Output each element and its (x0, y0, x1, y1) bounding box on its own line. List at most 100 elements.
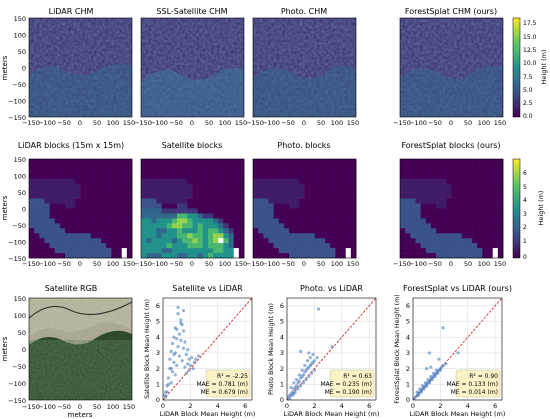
heat-cell (319, 228, 326, 234)
heat-cell (161, 228, 168, 234)
panel-title: Satellite blocks (162, 141, 223, 150)
heat-cell (213, 238, 219, 244)
heat-cell (151, 173, 157, 180)
heat-cell (95, 198, 102, 204)
heat-cell (207, 198, 214, 204)
chm-panel-ssl-satellite: SSL-Satellite CHM (140, 7, 245, 118)
heat-cell (350, 193, 357, 199)
heat-cell (207, 238, 214, 244)
heat-cell (456, 243, 463, 249)
heat-cell (405, 193, 411, 199)
heat-cell (253, 253, 259, 259)
heat-cell (177, 233, 183, 239)
heat-cell (29, 159, 35, 165)
heat-cell (90, 233, 97, 239)
heat-cell (187, 218, 193, 224)
heat-cell (436, 253, 442, 259)
heat-cell (415, 168, 421, 175)
heat-cell (273, 178, 280, 185)
heat-cell (228, 163, 234, 170)
heat-cell (182, 253, 188, 259)
heat-cell (75, 173, 81, 180)
data-point (187, 368, 191, 372)
x-tick-label: −100 (150, 260, 168, 268)
x-tick-label: 0 (190, 119, 194, 127)
heat-cell (171, 168, 178, 175)
data-point (308, 356, 312, 360)
heat-cell (197, 228, 204, 234)
data-point (181, 308, 186, 313)
heat-cell (314, 183, 321, 189)
heat-cell (44, 233, 50, 239)
heat-cell (446, 223, 452, 229)
heat-cell (335, 203, 341, 209)
heat-cell (461, 223, 468, 229)
heat-cell (441, 198, 447, 204)
heat-cell (111, 163, 117, 170)
heat-cell (330, 228, 336, 234)
heat-cell (141, 203, 147, 209)
heat-cell (39, 243, 45, 249)
heat-cell (207, 218, 214, 224)
heat-cell (482, 238, 488, 244)
heat-cell (420, 238, 427, 244)
heat-cell (466, 253, 473, 259)
y-axis-label: Satellite Block Mean Height (m) (144, 299, 151, 399)
heat-cell (233, 228, 240, 234)
heat-cell (202, 193, 209, 199)
heat-cell (70, 253, 76, 259)
heat-cell (436, 208, 442, 214)
heat-cell (121, 178, 128, 185)
heat-cell (238, 248, 245, 254)
heat-cell (425, 159, 432, 165)
heat-cell (75, 178, 81, 185)
heat-cell (289, 218, 295, 224)
data-point (434, 368, 438, 372)
heat-cell (34, 238, 40, 244)
heat-cell (171, 208, 178, 214)
data-point (294, 384, 299, 388)
heat-cell (111, 253, 117, 259)
heat-cell (187, 183, 193, 189)
heat-cell (85, 163, 92, 170)
heat-cell (166, 213, 173, 219)
heat-cell (430, 173, 437, 180)
heat-cell (141, 208, 147, 214)
heat-cell (54, 228, 61, 234)
heat-cell (39, 248, 45, 254)
heat-cell (207, 168, 214, 175)
heat-cell (121, 233, 128, 239)
heat-cell (492, 238, 499, 244)
heat-cell (325, 243, 331, 249)
heat-cell (446, 159, 452, 165)
heat-cell (34, 218, 40, 224)
heat-cell (90, 168, 97, 175)
heat-cell (65, 188, 71, 194)
y-tick-label: 100 (14, 312, 26, 320)
heat-cell (44, 228, 50, 234)
heat-cell (299, 228, 305, 234)
heat-cell (49, 213, 56, 219)
heat-cell (101, 163, 107, 170)
heat-cell (273, 223, 280, 229)
heat-cell (223, 223, 229, 229)
heat-cell (400, 203, 406, 209)
heat-cell (410, 203, 416, 209)
heat-cell (325, 228, 331, 234)
heat-cell (146, 238, 152, 244)
heat-cell (263, 183, 269, 189)
heat-cell (451, 223, 457, 229)
y-tick-label: 4 (280, 333, 284, 341)
heat-cell (218, 188, 224, 194)
heat-cell (54, 198, 61, 204)
stat-line: ME = 0.679 (m) (201, 389, 248, 396)
heat-cell (182, 203, 188, 209)
heat-cell (101, 203, 107, 209)
heat-cell (44, 198, 50, 204)
heat-cell (263, 233, 269, 239)
heat-cell (80, 223, 86, 229)
heat-cell (34, 203, 40, 209)
heat-cell (59, 238, 66, 244)
heat-cell (228, 223, 234, 229)
heat-cell (126, 203, 133, 209)
